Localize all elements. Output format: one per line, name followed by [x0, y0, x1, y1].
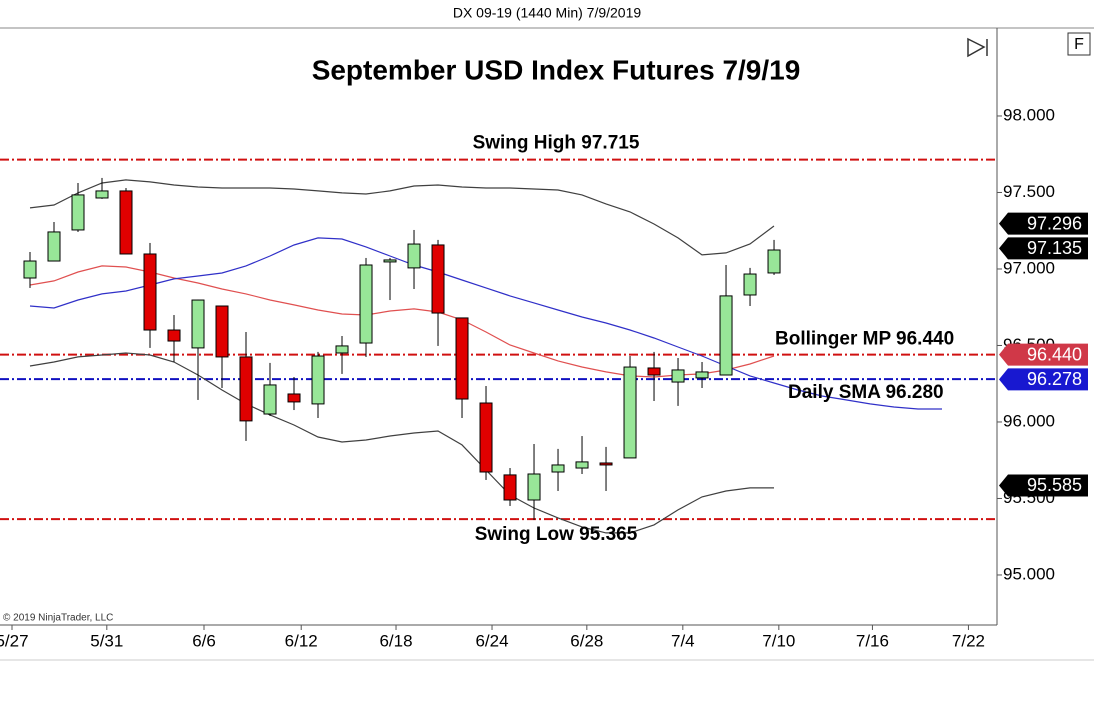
candle-body [695, 371, 709, 379]
play-icon[interactable] [967, 37, 988, 58]
plot: Swing High 97.715 Bollinger MP 96.440 Dail… [0, 133, 997, 545]
level-label: Bollinger MP 96.440 [775, 329, 954, 350]
x-tick-label: 7/4 [671, 631, 695, 650]
indicator-line [29, 237, 942, 410]
x-tick-label: 6/6 [192, 631, 216, 650]
candle-body [263, 384, 277, 415]
candle-body [311, 355, 325, 405]
candle-body [239, 356, 253, 422]
level-label: Swing High 97.715 [473, 133, 640, 154]
candle-body [527, 473, 541, 501]
candle-body [599, 462, 613, 466]
indicator-line [29, 352, 774, 534]
candle-body [119, 190, 133, 255]
candle-body [623, 366, 637, 459]
candle-body [767, 249, 781, 274]
copyright: © 2019 NinjaTrader, LLC [3, 613, 113, 624]
candle-body [671, 369, 685, 383]
candle-body [71, 194, 85, 231]
header: DX 09-19 (1440 Min) 7/9/2019 [453, 5, 642, 21]
x-tick-label: 6/28 [570, 631, 603, 650]
price-marker [999, 474, 1088, 497]
x-tick-label: 7/16 [856, 631, 889, 650]
indicator-line [29, 179, 775, 256]
candle-body [359, 264, 373, 344]
candle-body [407, 243, 421, 269]
y-tick-label: 96.000 [1003, 411, 1055, 430]
candle-body [575, 461, 589, 469]
price-marker-label: 95.585 [1027, 475, 1082, 495]
candle-body [719, 295, 733, 376]
x-tick-label: 7/22 [952, 631, 985, 650]
candle-body [215, 305, 229, 358]
price-marker-label: 96.440 [1027, 344, 1082, 364]
y-tick-label: 95.000 [1003, 564, 1055, 583]
chart-title: September USD Index Futures 7/9/19 [312, 54, 801, 85]
corner-box[interactable] [1067, 32, 1091, 56]
price-marker-label: 96.278 [1027, 369, 1082, 389]
price-marker [999, 343, 1088, 366]
candle-body [287, 393, 301, 403]
price-marker-label: 97.135 [1027, 238, 1082, 258]
candle-body [167, 329, 181, 342]
candle-body [335, 345, 349, 354]
x-tick-label: 5/27 [0, 631, 29, 650]
y-tick-label: 97.500 [1003, 182, 1055, 201]
candle-body [455, 317, 469, 400]
candle-body [503, 474, 517, 501]
candle-body [743, 273, 757, 296]
candle-body [479, 402, 493, 473]
axis: 95.00095.50096.00096.50097.00097.50098.0… [0, 105, 1088, 650]
x-tick-label: 5/31 [90, 631, 123, 650]
candle-body [23, 260, 37, 279]
x-tick-label: 6/12 [285, 631, 318, 650]
candle-body [191, 299, 205, 349]
x-tick-label: 7/10 [762, 631, 795, 650]
x-tick-label: 6/24 [475, 631, 508, 650]
price-marker [999, 237, 1088, 260]
y-tick-label: 97.000 [1003, 258, 1055, 277]
corner-label: F [1074, 36, 1084, 53]
x-tick-label: 6/18 [379, 631, 412, 650]
level-label: Swing Low 95.365 [475, 524, 638, 545]
candle-body [383, 259, 397, 263]
candle-body [431, 244, 445, 314]
price-marker-label: 97.296 [1027, 213, 1082, 233]
candle-body [47, 231, 61, 262]
price-marker [999, 368, 1088, 391]
candle-body [551, 464, 565, 473]
candle-body [143, 253, 157, 331]
level-label: Daily SMA 96.280 [788, 382, 944, 403]
candle-body [647, 367, 661, 376]
candle-body [95, 190, 109, 199]
y-tick-label: 98.000 [1003, 105, 1055, 124]
price-marker [999, 212, 1088, 235]
